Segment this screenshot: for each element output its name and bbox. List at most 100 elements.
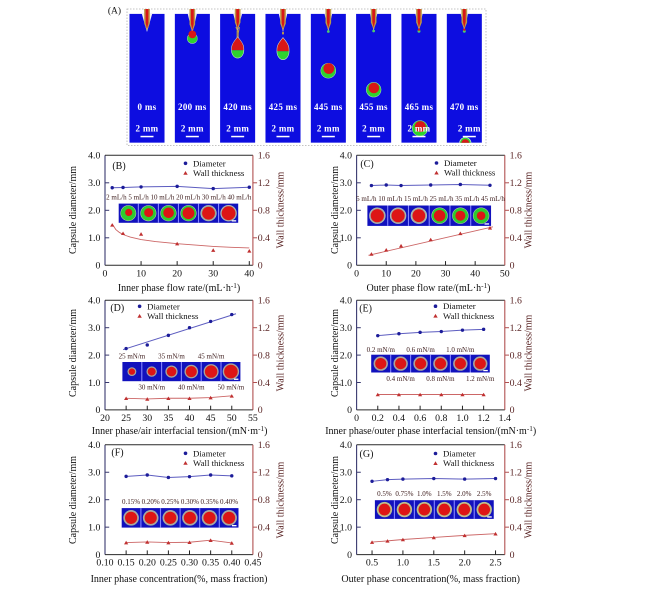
svg-text:Inner phase flow rate/(mL·h-1): Inner phase flow rate/(mL·h-1) [118, 282, 240, 294]
svg-text:0.6: 0.6 [414, 413, 426, 424]
svg-text:2 mL/h 5 mL/h 10 mL/h 20 mL/h: 2 mL/h 5 mL/h 10 mL/h 20 mL/h 30 mL/h 40… [106, 193, 252, 201]
svg-text:0: 0 [258, 550, 263, 561]
svg-text:0.15%: 0.15% [122, 498, 140, 506]
svg-text:50: 50 [500, 268, 510, 279]
svg-text:55: 55 [248, 413, 258, 424]
svg-text:5 mL/h 10 mL/h 15 mL/h 25 mL/h: 5 mL/h 10 mL/h 15 mL/h 25 mL/h 35 mL/h 4… [356, 195, 505, 203]
svg-text:1.0: 1.0 [340, 378, 352, 389]
svg-text:1.0%: 1.0% [417, 490, 432, 498]
svg-text:4.0: 4.0 [88, 440, 100, 451]
svg-text:1.2: 1.2 [258, 468, 270, 479]
svg-text:2.0: 2.0 [459, 558, 471, 569]
svg-text:2 mm: 2 mm [458, 124, 481, 134]
svg-text:2.5%: 2.5% [477, 490, 492, 498]
svg-text:1.6: 1.6 [258, 440, 270, 451]
svg-text:0.25: 0.25 [160, 558, 177, 569]
svg-text:Wall thickness/mm: Wall thickness/mm [524, 171, 535, 248]
svg-text:Wall thickness: Wall thickness [443, 458, 495, 468]
svg-text:Outer phase flow rate/(mL·h-1): Outer phase flow rate/(mL·h-1) [366, 282, 490, 294]
svg-text:1.0: 1.0 [88, 378, 100, 389]
svg-text:1.6: 1.6 [258, 296, 270, 307]
svg-text:Outer phase concentration(%, m: Outer phase concentration(%, mass fracti… [341, 574, 520, 585]
svg-text:0: 0 [510, 550, 515, 561]
svg-text:Capsule diameter/mm: Capsule diameter/mm [330, 166, 341, 254]
svg-text:3.0: 3.0 [340, 178, 352, 189]
svg-text:3.0: 3.0 [340, 323, 352, 334]
svg-text:0 ms: 0 ms [138, 102, 157, 112]
svg-text:470 ms: 470 ms [450, 102, 479, 112]
svg-text:1.0: 1.0 [456, 413, 468, 424]
svg-text:20: 20 [172, 268, 182, 279]
svg-text:0.10: 0.10 [96, 558, 113, 569]
svg-text:Capsule diameter/mm: Capsule diameter/mm [68, 309, 79, 397]
svg-text:0.40%: 0.40% [220, 498, 238, 506]
svg-text:0: 0 [95, 261, 100, 272]
svg-text:45 mN/m: 45 mN/m [198, 352, 225, 360]
svg-text:0.8: 0.8 [510, 495, 522, 506]
svg-text:0.40: 0.40 [223, 558, 240, 569]
svg-text:2 mm: 2 mm [226, 124, 249, 134]
svg-text:0.6 mN/m: 0.6 mN/m [406, 346, 435, 354]
svg-text:0.35%: 0.35% [200, 498, 218, 506]
svg-text:0.30: 0.30 [181, 558, 198, 569]
svg-text:1.5%: 1.5% [437, 490, 452, 498]
svg-text:0: 0 [347, 261, 352, 272]
svg-text:40: 40 [244, 268, 254, 279]
svg-text:Inner phase concentration(%, m: Inner phase concentration(%, mass fracti… [91, 574, 268, 585]
svg-text:30: 30 [208, 268, 218, 279]
svg-text:0.20%: 0.20% [142, 498, 160, 506]
svg-text:0.2 mN/m: 0.2 mN/m [367, 346, 396, 354]
svg-text:1.0: 1.0 [340, 522, 352, 533]
svg-text:3.0: 3.0 [88, 468, 100, 479]
svg-text:Wall thickness: Wall thickness [193, 458, 245, 468]
svg-text:0.75%: 0.75% [395, 490, 413, 498]
svg-text:50: 50 [227, 413, 237, 424]
svg-text:40 mN/m: 40 mN/m [178, 384, 205, 392]
svg-text:0.8: 0.8 [258, 350, 270, 361]
svg-text:1.0: 1.0 [88, 522, 100, 533]
svg-text:Wall thickness: Wall thickness [443, 311, 495, 321]
svg-text:1.6: 1.6 [510, 440, 522, 451]
svg-text:1.2: 1.2 [258, 178, 270, 189]
svg-text:0: 0 [510, 405, 515, 416]
svg-text:Wall thickness: Wall thickness [193, 168, 245, 178]
svg-text:0.5: 0.5 [366, 558, 378, 569]
svg-text:Diameter: Diameter [444, 158, 477, 168]
svg-text:10: 10 [136, 268, 146, 279]
svg-text:Wall thickness/mm: Wall thickness/mm [276, 171, 287, 248]
svg-text:2 mm: 2 mm [317, 124, 340, 134]
svg-text:2 mm: 2 mm [136, 124, 159, 134]
svg-text:2.0: 2.0 [88, 206, 100, 217]
svg-text:1.4: 1.4 [499, 413, 511, 424]
svg-text:0.20: 0.20 [139, 558, 156, 569]
svg-text:0.8: 0.8 [510, 350, 522, 361]
svg-text:Diameter: Diameter [147, 301, 180, 311]
svg-text:0.35: 0.35 [202, 558, 219, 569]
svg-text:Wall thickness/mm: Wall thickness/mm [276, 461, 287, 538]
svg-text:1.2: 1.2 [510, 323, 522, 334]
svg-text:0.2: 0.2 [372, 413, 384, 424]
svg-text:3.0: 3.0 [88, 323, 100, 334]
svg-text:0: 0 [510, 261, 515, 272]
svg-text:2.0: 2.0 [340, 206, 352, 217]
svg-text:200 ms: 200 ms [178, 102, 207, 112]
svg-text:(E): (E) [359, 303, 372, 314]
svg-text:2.0: 2.0 [88, 495, 100, 506]
svg-text:Wall thickness: Wall thickness [147, 311, 199, 321]
svg-text:50 mN/m: 50 mN/m [218, 384, 245, 392]
svg-text:0.5%: 0.5% [377, 490, 392, 498]
svg-text:1.0: 1.0 [88, 233, 100, 244]
svg-text:10: 10 [381, 268, 391, 279]
svg-text:(G): (G) [360, 449, 374, 460]
svg-text:1.0 mN/m: 1.0 mN/m [446, 346, 475, 354]
svg-text:(C): (C) [360, 159, 373, 170]
svg-text:4.0: 4.0 [340, 151, 352, 162]
svg-text:425 ms: 425 ms [269, 102, 298, 112]
svg-text:4.0: 4.0 [340, 296, 352, 307]
svg-text:Diameter: Diameter [443, 301, 476, 311]
svg-text:2.0: 2.0 [340, 350, 352, 361]
svg-text:(A): (A) [108, 6, 121, 17]
svg-text:(D): (D) [110, 303, 124, 314]
svg-text:0: 0 [347, 405, 352, 416]
svg-text:Inner phase/outer phase interf: Inner phase/outer phase interfacial tens… [325, 425, 536, 437]
